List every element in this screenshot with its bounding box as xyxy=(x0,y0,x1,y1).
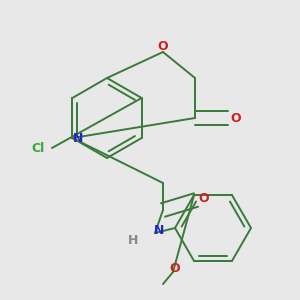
Text: N: N xyxy=(154,224,164,238)
Text: H: H xyxy=(128,233,138,247)
Text: O: O xyxy=(231,112,241,124)
Text: Cl: Cl xyxy=(32,142,45,154)
Text: N: N xyxy=(73,131,83,145)
Text: O: O xyxy=(158,40,168,52)
Text: O: O xyxy=(170,262,180,275)
Text: O: O xyxy=(199,191,209,205)
